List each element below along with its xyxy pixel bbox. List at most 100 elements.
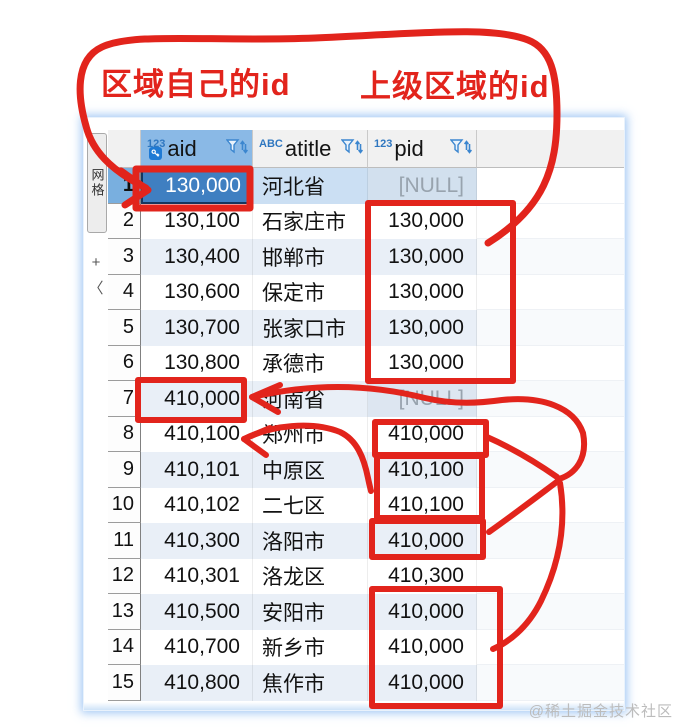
string-type-icon: ABC xyxy=(259,137,283,150)
aid-cell[interactable]: 410,500 xyxy=(141,594,253,630)
row-filler xyxy=(477,168,624,204)
table-row: 9 410,101 中原区 410,100 xyxy=(108,452,624,488)
atitle-cell[interactable]: 中原区 xyxy=(253,452,368,488)
side-strip-glyphs: + 〈 xyxy=(88,254,104,297)
atitle-cell[interactable]: 邯郸市 xyxy=(253,239,368,275)
table-row: 5 130,700 张家口市 130,000 xyxy=(108,310,624,346)
filter-sort-icon[interactable] xyxy=(449,136,473,162)
row-number-cell[interactable]: 12 xyxy=(108,558,141,594)
atitle-cell[interactable]: 洛阳市 xyxy=(253,523,368,559)
row-number-cell[interactable]: 10 xyxy=(108,487,141,523)
table-row: 13 410,500 安阳市 410,000 xyxy=(108,594,624,630)
atitle-cell[interactable]: 张家口市 xyxy=(253,310,368,346)
filter-sort-icon[interactable] xyxy=(225,136,249,162)
aid-cell[interactable]: 410,100 xyxy=(141,416,253,452)
aid-cell[interactable]: 130,700 xyxy=(141,310,253,346)
row-filler xyxy=(477,310,624,346)
aid-cell[interactable]: 410,000 xyxy=(141,381,253,417)
grid-rows: 1 130,000 河北省 [NULL] 2 130,100 石家庄市 130,… xyxy=(108,168,624,701)
row-number-cell[interactable]: 6 xyxy=(108,345,141,381)
row-number-cell[interactable]: 5 xyxy=(108,310,141,346)
aid-cell[interactable]: 130,600 xyxy=(141,274,253,310)
row-number-cell[interactable]: 11 xyxy=(108,523,141,559)
result-grid: 123 aid xyxy=(108,130,624,701)
filter-sort-icon[interactable] xyxy=(340,136,364,162)
atitle-cell[interactable]: 焦作市 xyxy=(253,665,368,701)
aid-cell[interactable]: 410,300 xyxy=(141,523,253,559)
row-number-cell[interactable]: 4 xyxy=(108,274,141,310)
column-header-pid[interactable]: 123 pid xyxy=(368,130,477,168)
column-header-aid[interactable]: 123 aid xyxy=(141,130,253,168)
table-row: 6 130,800 承德市 130,000 xyxy=(108,345,624,381)
row-filler xyxy=(477,345,624,381)
atitle-cell[interactable]: 安阳市 xyxy=(253,594,368,630)
results-side-strip: 网格 + 〈 xyxy=(84,118,108,710)
aid-cell[interactable]: 130,400 xyxy=(141,239,253,275)
grid-view-tab-label: 网格 xyxy=(89,168,105,198)
pid-cell[interactable]: 130,000 xyxy=(368,310,477,346)
row-filler xyxy=(477,239,624,275)
atitle-cell[interactable]: 新乡市 xyxy=(253,629,368,665)
column-header-atitle[interactable]: ABC atitle xyxy=(253,130,368,168)
row-filler xyxy=(477,629,624,665)
aid-cell[interactable]: 410,301 xyxy=(141,558,253,594)
pid-cell[interactable]: 410,000 xyxy=(368,665,477,701)
table-row: 8 410,100 郑州市 410,000 xyxy=(108,416,624,452)
table-row: 10 410,102 二七区 410,100 xyxy=(108,487,624,523)
table-row: 2 130,100 石家庄市 130,000 xyxy=(108,203,624,239)
atitle-cell[interactable]: 郑州市 xyxy=(253,416,368,452)
table-row: 15 410,800 焦作市 410,000 xyxy=(108,665,624,701)
pid-cell[interactable]: 410,000 xyxy=(368,416,477,452)
pid-cell[interactable]: 410,000 xyxy=(368,594,477,630)
pid-cell[interactable]: 410,100 xyxy=(368,452,477,488)
pid-cell[interactable]: 130,000 xyxy=(368,203,477,239)
grid-corner-cell[interactable] xyxy=(108,130,141,168)
primary-key-icon xyxy=(149,146,162,160)
table-row: 11 410,300 洛阳市 410,000 xyxy=(108,523,624,559)
aid-cell[interactable]: 130,800 xyxy=(141,345,253,381)
row-number-cell[interactable]: 15 xyxy=(108,665,141,701)
pid-cell[interactable]: 410,000 xyxy=(368,629,477,665)
row-number-cell[interactable]: 1 xyxy=(108,168,141,204)
row-number-cell[interactable]: 14 xyxy=(108,629,141,665)
aid-cell[interactable]: 130,000 xyxy=(141,168,253,204)
numeric-type-icon: 123 xyxy=(374,137,393,150)
row-filler xyxy=(477,274,624,310)
pid-cell[interactable]: 410,300 xyxy=(368,558,477,594)
annotation-self-id-label: 区域自己的id xyxy=(101,67,291,102)
row-number-cell[interactable]: 9 xyxy=(108,452,141,488)
aid-cell[interactable]: 410,700 xyxy=(141,629,253,665)
row-number-cell[interactable]: 8 xyxy=(108,416,141,452)
pid-cell[interactable]: 130,000 xyxy=(368,239,477,275)
atitle-cell[interactable]: 承德市 xyxy=(253,345,368,381)
pid-cell[interactable]: [NULL] xyxy=(368,168,477,204)
table-row: 3 130,400 邯郸市 130,000 xyxy=(108,239,624,275)
header-filler xyxy=(477,130,624,168)
pid-cell[interactable]: 410,000 xyxy=(368,523,477,559)
pid-cell[interactable]: 130,000 xyxy=(368,274,477,310)
atitle-cell[interactable]: 河南省 xyxy=(253,381,368,417)
atitle-cell[interactable]: 石家庄市 xyxy=(253,203,368,239)
aid-cell[interactable]: 410,101 xyxy=(141,452,253,488)
row-number-cell[interactable]: 13 xyxy=(108,594,141,630)
row-number-cell[interactable]: 7 xyxy=(108,381,141,417)
table-row: 1 130,000 河北省 [NULL] xyxy=(108,168,624,204)
atitle-cell[interactable]: 河北省 xyxy=(253,168,368,204)
column-header-pid-label: pid xyxy=(394,135,424,161)
row-number-cell[interactable]: 2 xyxy=(108,203,141,239)
row-number-cell[interactable]: 3 xyxy=(108,239,141,275)
grid-view-tab[interactable]: 网格 xyxy=(87,133,107,233)
table-row: 7 410,000 河南省 [NULL] xyxy=(108,381,624,417)
pid-cell[interactable]: 130,000 xyxy=(368,345,477,381)
column-header-aid-label: aid xyxy=(167,135,197,161)
pid-cell[interactable]: [NULL] xyxy=(368,381,477,417)
table-row: 14 410,700 新乡市 410,000 xyxy=(108,629,624,665)
atitle-cell[interactable]: 二七区 xyxy=(253,487,368,523)
row-filler xyxy=(477,594,624,630)
pid-cell[interactable]: 410,100 xyxy=(368,487,477,523)
atitle-cell[interactable]: 洛龙区 xyxy=(253,558,368,594)
aid-cell[interactable]: 410,800 xyxy=(141,665,253,701)
aid-cell[interactable]: 130,100 xyxy=(141,203,253,239)
aid-cell[interactable]: 410,102 xyxy=(141,487,253,523)
atitle-cell[interactable]: 保定市 xyxy=(253,274,368,310)
